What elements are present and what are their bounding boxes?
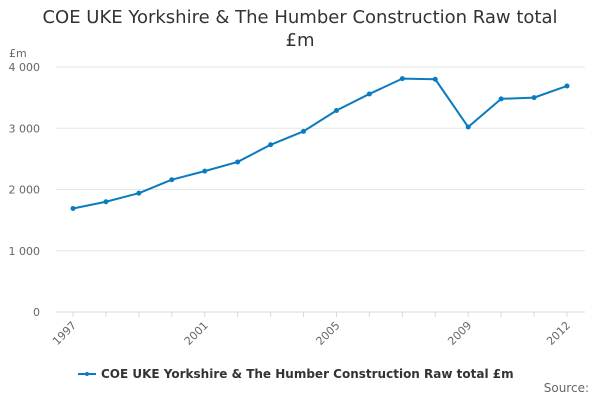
data-point xyxy=(465,124,471,130)
data-point xyxy=(399,76,405,82)
y-tick-label: 3 000 xyxy=(9,122,41,135)
x-tick-label: 2012 xyxy=(544,319,573,348)
chart-title: COE UKE Yorkshire & The Humber Construct… xyxy=(0,6,600,52)
source-label: Source: xyxy=(543,381,589,395)
data-point xyxy=(531,95,537,101)
data-point xyxy=(235,159,241,165)
chart-title-line-2: £m xyxy=(285,30,315,51)
chart-legend[interactable]: COE UKE Yorkshire & The Humber Construct… xyxy=(78,366,514,382)
legend-series-marker xyxy=(78,368,96,380)
x-tick-label: 2009 xyxy=(445,319,474,348)
data-point xyxy=(498,96,504,102)
series-line xyxy=(72,77,568,210)
legend-series-label: COE UKE Yorkshire & The Humber Construct… xyxy=(101,367,514,381)
y-axis-unit-label: £m xyxy=(9,47,27,60)
data-point xyxy=(564,83,570,89)
y-tick-label: 1 000 xyxy=(9,245,41,258)
data-point xyxy=(202,168,208,174)
y-tick-label: 2 000 xyxy=(9,184,41,197)
data-point xyxy=(169,177,175,183)
data-point xyxy=(136,190,142,196)
data-point xyxy=(103,199,109,205)
data-point xyxy=(366,91,372,97)
x-tick-label: 1997 xyxy=(50,319,79,348)
data-point xyxy=(432,76,438,82)
data-point xyxy=(301,128,307,134)
x-tick-label: 2005 xyxy=(314,319,343,348)
data-point xyxy=(268,142,274,148)
x-tick-label: 2001 xyxy=(182,319,211,348)
y-tick-label: 0 xyxy=(33,306,40,319)
data-point xyxy=(70,205,76,211)
chart-title-line-1: COE UKE Yorkshire & The Humber Construct… xyxy=(42,7,558,28)
data-point xyxy=(333,107,339,113)
y-tick-label: 4 000 xyxy=(9,61,41,74)
